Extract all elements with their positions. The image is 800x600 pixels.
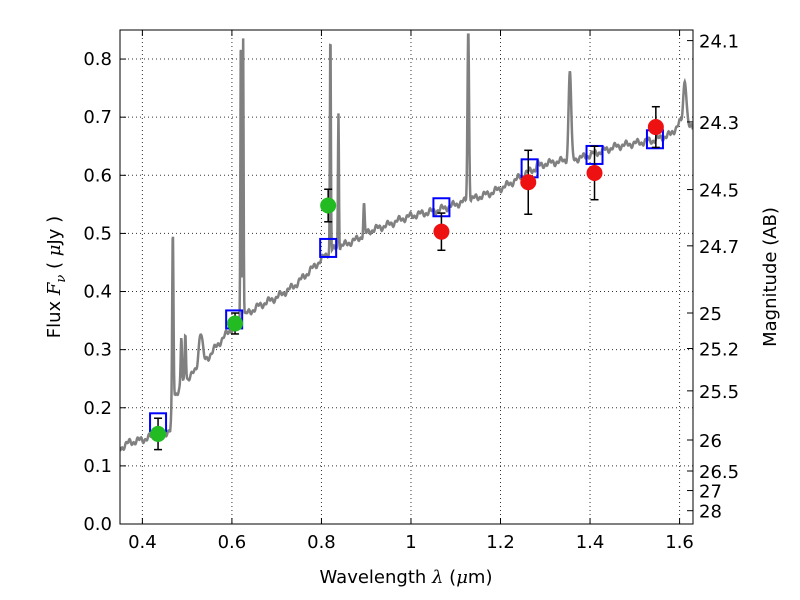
y-tick-label: 0.5: [83, 223, 112, 244]
photometry-point: [520, 174, 537, 191]
y2-axis-title: Magnitude (AB): [760, 207, 781, 347]
y2-tick-label: 25.2: [699, 339, 739, 360]
y2-tick-label: 25: [699, 304, 722, 325]
y2-tick-label: 24.1: [699, 32, 739, 53]
y2-tick-label: 28: [699, 502, 722, 523]
x-tick-label: 0.6: [218, 532, 247, 553]
y-tick-label: 0.6: [83, 165, 112, 186]
y2-tick-label: 24.3: [699, 113, 739, 134]
y2-tick-label: 27: [699, 482, 722, 503]
spectrum: [120, 33, 693, 452]
x-tick-label: 1: [405, 532, 416, 553]
y2-tick-label: 26.5: [699, 462, 739, 483]
x-tick-label: 0.4: [128, 532, 157, 553]
y-tick-label: 0.7: [83, 107, 112, 128]
y-tick-label: 0.0: [83, 514, 112, 535]
photometry-point: [320, 197, 337, 214]
y-tick-label: 0.1: [83, 456, 112, 477]
x-axis-title: Wavelength λ (μm): [320, 567, 493, 588]
photometry-points: [150, 105, 664, 451]
axis-ticks: 0.4 0.6 0.8 1 1.2 1.4 1.6 0.0 0.1 0.2 0.3 0.4 0.5 0.6…: [83, 30, 739, 553]
model-boxes: [149, 129, 664, 433]
grid: [120, 30, 693, 525]
plot-frame: [119, 29, 694, 525]
y2-tick-label: 24.5: [699, 181, 739, 202]
photometry-point: [433, 223, 450, 240]
x-tick-label: 1.4: [576, 532, 605, 553]
model-box: [319, 237, 338, 258]
x-tick-label: 0.8: [307, 532, 336, 553]
y-tick-label: 0.2: [83, 398, 112, 419]
spectrum-line: [120, 33, 693, 452]
y-axis-title: Flux Fν ( μJy ): [44, 216, 69, 338]
photometry-point: [647, 119, 664, 136]
x-tick-label: 1.2: [486, 532, 515, 553]
y2-tick-label: 25.5: [699, 382, 739, 403]
photometry-point: [150, 425, 167, 442]
photometry-point: [586, 164, 603, 181]
y2-tick-label: 26: [699, 431, 722, 452]
y2-tick-label: 24.7: [699, 237, 739, 258]
y-tick-label: 0.4: [83, 282, 112, 303]
y-tick-label: 0.8: [83, 49, 112, 70]
x-tick-label: 1.6: [665, 532, 694, 553]
photometry-point: [227, 315, 244, 332]
y-tick-label: 0.3: [83, 340, 112, 361]
